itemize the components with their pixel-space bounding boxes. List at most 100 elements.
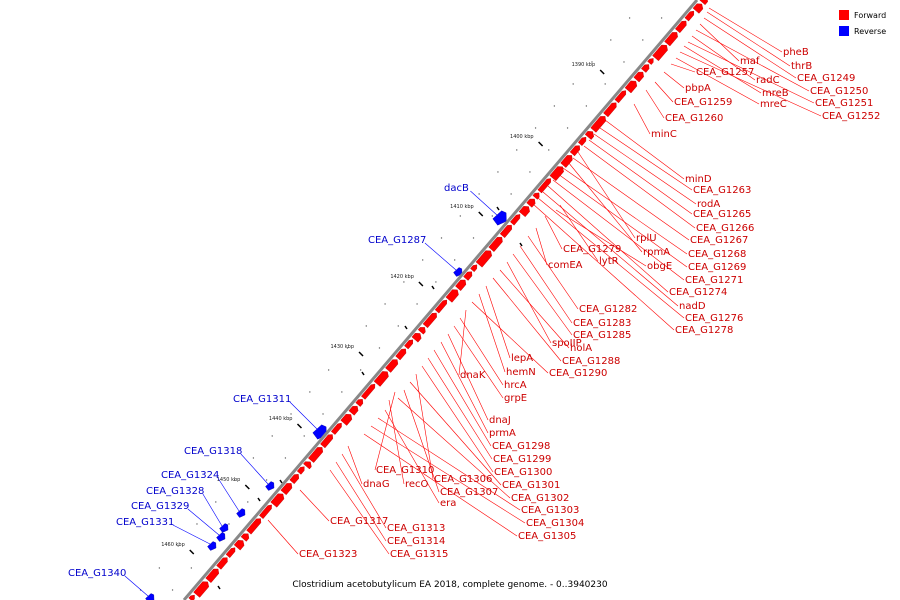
forward-gene-arrow — [205, 568, 220, 583]
position-dot — [497, 171, 499, 173]
legend-forward-swatch — [839, 10, 849, 20]
reverse-gene-label: CEA_G1329 — [131, 501, 189, 512]
forward-gene-arrow — [684, 10, 694, 22]
forward-connector — [335, 461, 387, 542]
forward-gene-arrow — [289, 474, 300, 485]
forward-gene-arrow — [320, 434, 334, 449]
feature-marker — [257, 497, 261, 502]
forward-connector — [267, 519, 299, 555]
forward-connector — [415, 373, 434, 480]
forward-gene-arrow — [361, 383, 376, 400]
reverse-gene-label: CEA_G1331 — [116, 517, 174, 528]
position-dot — [247, 501, 249, 503]
position-dot — [572, 83, 574, 85]
forward-gene-label: CEA_G1276 — [685, 313, 743, 324]
forward-gene-label: CEA_G1265 — [693, 209, 751, 220]
forward-gene-arrow — [692, 3, 704, 14]
forward-gene-label: dnaJ — [489, 415, 511, 426]
gene-labels: pheBthrBCEA_G1249mafCEA_G1250radCCEA_G12… — [68, 47, 880, 579]
forward-connector — [562, 167, 688, 255]
forward-gene-arrow — [577, 136, 587, 146]
forward-gene-arrow — [422, 312, 437, 329]
forward-gene-label: spoIIP — [552, 338, 582, 349]
forward-connector — [535, 227, 548, 266]
forward-gene-label: CEA_G1315 — [390, 549, 448, 560]
forward-connector — [421, 365, 494, 473]
forward-gene-arrow — [240, 533, 250, 542]
position-dot — [534, 127, 537, 129]
forward-connector — [519, 245, 573, 324]
forward-gene-arrow — [532, 192, 540, 200]
forward-gene-arrow — [233, 540, 245, 551]
forward-connector — [683, 45, 762, 94]
forward-gene-arrow — [303, 461, 312, 470]
forward-gene-label: prmA — [489, 428, 516, 439]
forward-gene-arrow — [584, 131, 595, 140]
forward-connector — [427, 357, 493, 460]
tick-mark — [478, 211, 484, 217]
forward-gene-arrow — [445, 289, 459, 303]
forward-connector — [542, 191, 679, 307]
forward-connector — [593, 133, 697, 205]
reverse-connector — [289, 401, 319, 431]
forward-connector — [633, 103, 651, 135]
forward-gene-label: CEA_G1283 — [573, 318, 631, 329]
forward-gene-arrow — [569, 145, 581, 157]
forward-gene-label: pbpA — [685, 83, 711, 94]
feature-marker — [496, 206, 500, 211]
position-dot — [478, 193, 480, 195]
position-dot — [228, 523, 230, 525]
tick-mark — [189, 549, 195, 555]
forward-connector — [527, 235, 579, 310]
genome-backbone — [182, 0, 699, 600]
forward-gene-label: maf — [740, 56, 760, 67]
forward-gene-label: era — [440, 498, 456, 509]
reverse-gene-label: CEA_G1318 — [184, 446, 242, 457]
forward-gene-label: CEA_G1302 — [511, 493, 569, 504]
forward-gene-label: CEA_G1268 — [688, 249, 746, 260]
forward-gene-arrow — [488, 236, 503, 252]
tick-mark — [418, 281, 424, 287]
reverse-gene-arrow — [236, 508, 246, 518]
position-dot — [440, 237, 443, 239]
forward-gene-label: grpE — [504, 393, 527, 404]
forward-connector — [341, 453, 387, 529]
forward-connector — [670, 63, 696, 73]
forward-connector — [374, 391, 396, 471]
position-dot — [397, 325, 399, 327]
forward-connector — [555, 209, 647, 267]
position-dot — [359, 369, 362, 371]
reverse-connector — [124, 575, 149, 597]
forward-connector — [403, 389, 440, 493]
forward-gene-arrow — [590, 116, 607, 133]
forward-gene-arrow — [259, 504, 272, 519]
forward-gene-label: CEA_G1263 — [693, 185, 751, 196]
forward-gene-label: mreC — [760, 99, 787, 110]
tick-label: 1390 kbp — [572, 62, 596, 68]
forward-gene-label: CEA_G1310 — [376, 465, 434, 476]
forward-gene-arrow — [417, 327, 426, 335]
tick-label: 1450 kbp — [217, 477, 241, 483]
position-dot — [341, 391, 343, 393]
forward-gene-label: comEA — [548, 260, 583, 271]
forward-gene-arrow — [699, 0, 708, 6]
forward-connector — [447, 333, 489, 421]
forward-gene-label: minD — [685, 174, 712, 185]
forward-gene-label: CEA_G1301 — [502, 480, 560, 491]
forward-gene-label: CEA_G1298 — [492, 441, 550, 452]
forward-connector — [604, 119, 685, 180]
reverse-connector — [424, 242, 457, 271]
forward-connector — [572, 157, 690, 241]
position-dot — [642, 39, 644, 41]
position-dot — [548, 149, 550, 151]
forward-gene-arrow — [216, 557, 228, 570]
position-dot — [472, 237, 475, 239]
forward-gene-arrow — [664, 32, 678, 47]
forward-connector — [471, 301, 549, 374]
forward-gene-label: CEA_G1317 — [330, 516, 388, 527]
position-dots — [139, 17, 663, 591]
forward-gene-label: CEA_G1313 — [387, 523, 445, 534]
forward-connector — [433, 349, 492, 447]
position-dot — [158, 567, 161, 569]
forward-connector — [663, 71, 685, 89]
